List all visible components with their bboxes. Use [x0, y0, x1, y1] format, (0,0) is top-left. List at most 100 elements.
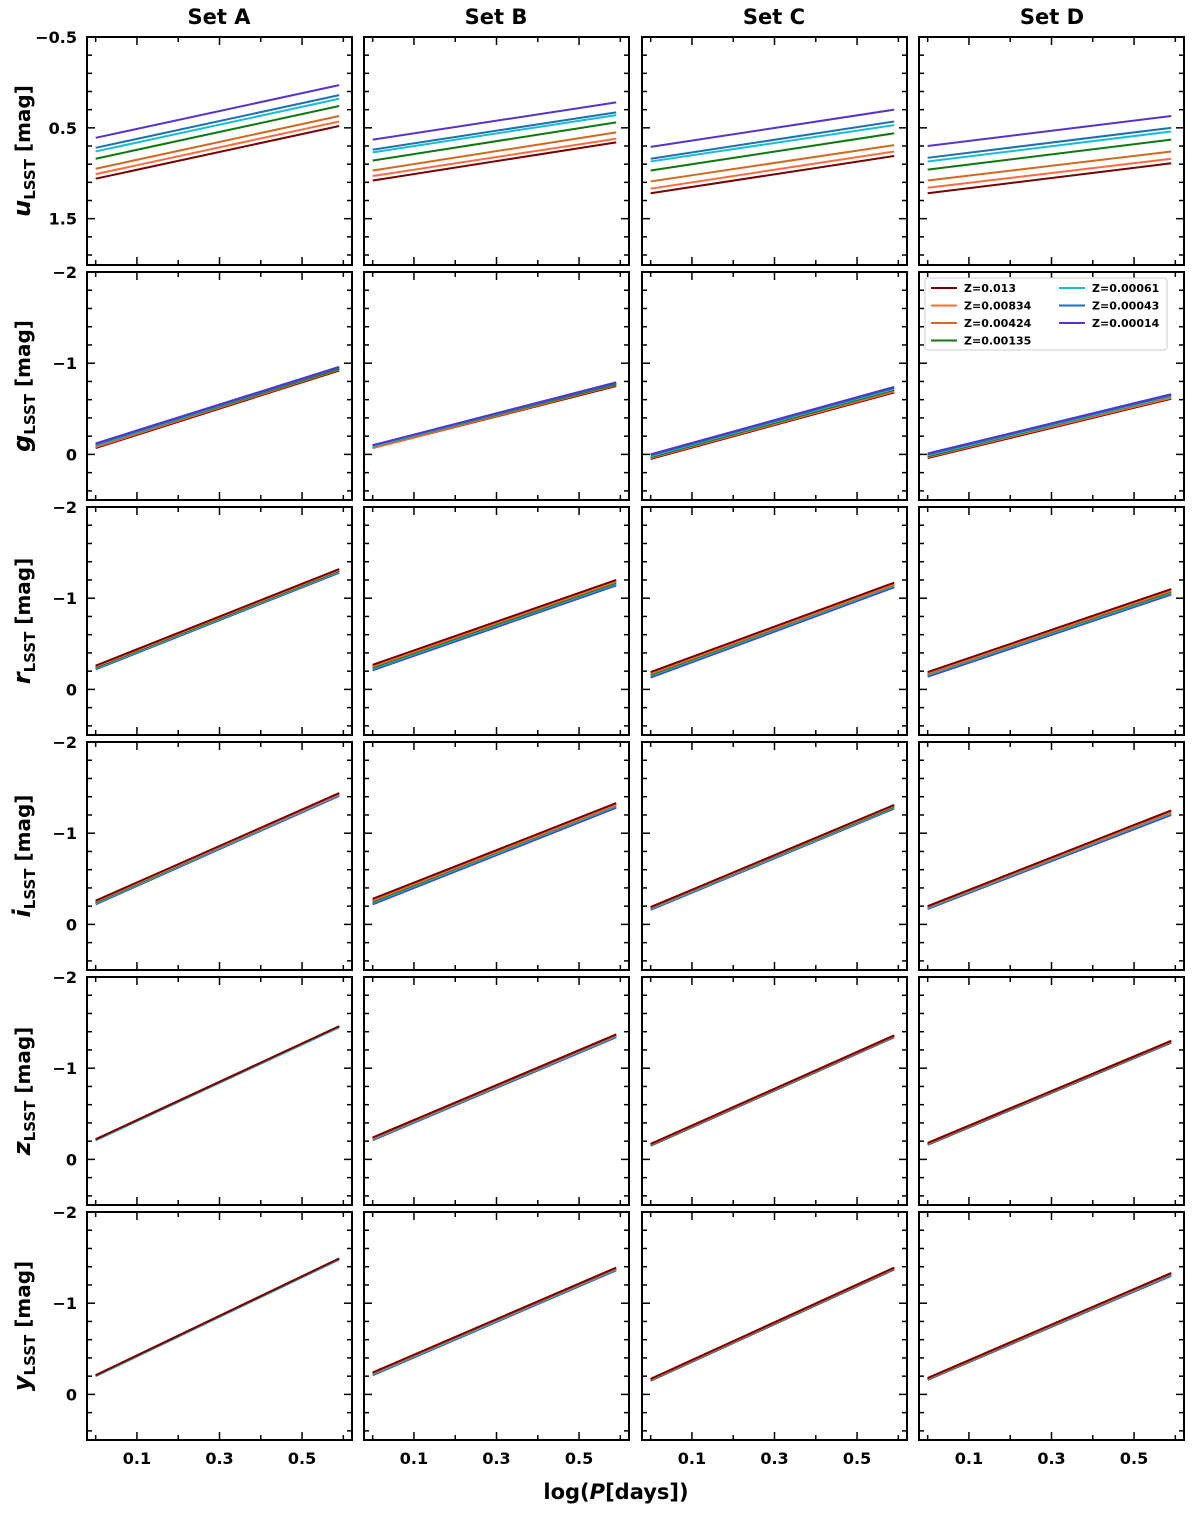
legend-label: Z=0.00043: [1092, 300, 1159, 313]
series-line-Z=0.013: [650, 581, 895, 674]
y-axis-label-u: uLSST [mag]: [8, 85, 39, 217]
axes-frame: [918, 741, 1185, 971]
panel-z-set-c: [641, 976, 908, 1206]
y-tick-label: −0.5: [35, 28, 77, 47]
column-title-set-d: Set D: [1020, 5, 1084, 29]
x-tick-label: 0.5: [843, 1449, 871, 1468]
panel-y-set-d: 0.1 0.3 0.5: [918, 1211, 1185, 1468]
series-line-Z=0.00014: [95, 365, 340, 445]
panel-z-set-d: [918, 976, 1185, 1206]
column-title-set-b: Set B: [465, 5, 528, 29]
axes-frame: [363, 1211, 630, 1441]
axes-frame: [641, 506, 908, 736]
x-tick-label: 0.3: [205, 1449, 233, 1468]
series-line-Z=0.013: [927, 1039, 1172, 1144]
panel-y-set-c: 0.1 0.3 0.5: [641, 1211, 908, 1468]
y-axis-label-subscript: LSST: [21, 1334, 39, 1375]
series-line-Z=0.00424: [372, 131, 617, 172]
y-tick-label: 0: [66, 1385, 77, 1404]
y-tick-label: −1: [52, 589, 77, 608]
axes-frame: [363, 271, 630, 501]
x-tick-label: 0.5: [288, 1449, 316, 1468]
y-axis-label-z: zLSST [mag]: [8, 1027, 39, 1157]
panel-r-set-b: [363, 506, 630, 736]
panel-r-set-c: [641, 506, 908, 736]
y-tick-label: −1: [52, 824, 77, 843]
series-line-Z=0.013: [927, 588, 1172, 674]
y-axis-label-subscript: LSST: [21, 393, 39, 434]
series-line-Z=0.013: [372, 579, 617, 666]
axes-frame: [86, 976, 353, 1206]
series-line-Z=0.013: [372, 141, 617, 182]
axes-frame: [86, 1211, 353, 1441]
y-axis-label-unit: [mag]: [11, 85, 35, 159]
x-tick-label: 0.3: [760, 1449, 788, 1468]
series-line-Z=0.00424: [95, 115, 340, 170]
x-tick-label: 0.1: [955, 1449, 983, 1468]
x-tick-label: 0.3: [482, 1449, 510, 1468]
axes-frame: [641, 271, 908, 501]
panel-y-set-b: 0.1 0.3 0.5: [363, 1211, 630, 1468]
x-tick-label: 0.5: [565, 1449, 593, 1468]
column-title-set-a: Set A: [188, 5, 252, 29]
series-line-Z=0.00014: [95, 84, 340, 139]
panel-u-set-d: [918, 36, 1185, 266]
panel-y-set-a: −2 −1 0 0.1 0.3 0.5: [52, 1203, 353, 1468]
x-tick-label: 0.5: [1120, 1449, 1148, 1468]
x-tick-label: 0.3: [1037, 1449, 1065, 1468]
series-line-Z=0.013: [927, 809, 1172, 908]
series-line-Z=0.013: [372, 802, 617, 900]
panel-r-set-a: −2 −1 0: [52, 498, 353, 736]
y-tick-label: 0: [66, 680, 77, 699]
series-line-Z=0.00135: [650, 132, 895, 172]
series-line-Z=0.00014: [372, 381, 617, 447]
y-axis-label-band: i: [8, 908, 36, 917]
y-axis-label-subscript: LSST: [21, 158, 39, 199]
series-line-Z=0.00043: [95, 94, 340, 149]
series-line-Z=0.00135: [95, 105, 340, 160]
y-tick-label: −2: [52, 733, 77, 752]
y-axis-label-unit: [mag]: [11, 795, 35, 869]
y-tick-label: −2: [52, 1203, 77, 1222]
y-tick-label: −1: [52, 354, 77, 373]
series-line-Z=0.013: [650, 1266, 895, 1380]
panel-i-set-c: [641, 741, 908, 971]
y-axis-label-band: z: [8, 1140, 36, 1156]
series-line-Z=0.00043: [650, 120, 895, 160]
panel-z-set-a: −2 −1 0: [52, 968, 353, 1206]
y-axis-label-subscript: LSST: [21, 868, 39, 909]
series-line-Z=0.00061: [650, 124, 895, 163]
y-tick-label: 0: [66, 915, 77, 934]
panel-i-set-a: −2 −1 0: [52, 733, 353, 971]
y-axis-label-band: y: [8, 1374, 36, 1391]
x-axis-label: log(P[days]): [543, 1480, 688, 1504]
legend-box: [924, 277, 1168, 351]
legend-label: Z=0.00061: [1092, 282, 1159, 295]
y-axis-label-band: u: [8, 200, 36, 217]
panel-g-set-d: Z=0.013 Z=0.00834 Z=0.00424 Z=0.00135 Z=0.00…: [918, 271, 1185, 501]
legend-label: Z=0.00014: [1092, 317, 1160, 330]
y-tick-label: 0.5: [49, 119, 77, 138]
series-line-Z=0.00043: [927, 126, 1172, 159]
y-tick-label: 1.5: [49, 210, 77, 229]
series-line-Z=0.00043: [372, 111, 617, 151]
series-line-Z=0.013: [372, 1266, 617, 1374]
series-line-Z=0.013: [650, 1034, 895, 1145]
axes-frame: [918, 36, 1185, 266]
series-line-Z=0.013: [927, 162, 1172, 195]
y-axis-label-band: g: [8, 435, 36, 452]
panel-u-set-a: −0.5 0.5 1.5: [35, 28, 353, 266]
series-line-Z=0.00834: [927, 157, 1172, 189]
panel-g-set-b: [363, 271, 630, 501]
y-axis-label-band: r: [8, 670, 36, 684]
series-line-Z=0.00061: [927, 130, 1172, 163]
y-axis-label-i: iLSST [mag]: [8, 795, 39, 918]
legend-label: Z=0.00135: [964, 335, 1031, 348]
column-title-set-c: Set C: [743, 5, 805, 29]
x-axis-label-pre: log(: [543, 1480, 589, 1504]
series-line-Z=0.00834: [372, 137, 617, 177]
series-line-Z=0.00014: [927, 393, 1172, 455]
y-tick-label: −2: [52, 968, 77, 987]
axes-frame: [363, 976, 630, 1206]
